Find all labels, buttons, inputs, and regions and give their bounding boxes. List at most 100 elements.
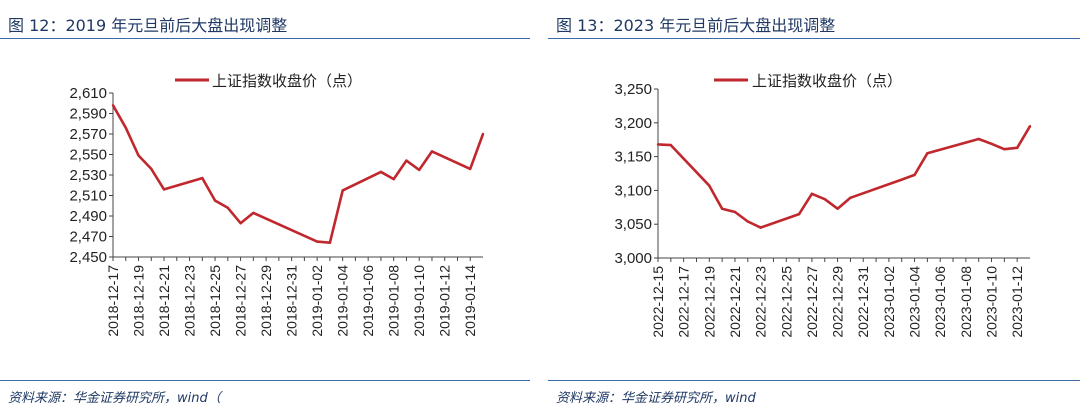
series-line [657, 125, 1032, 229]
x-tick-label: 2023-01-04 [907, 266, 923, 338]
x-tick-label: 2022-12-15 [650, 266, 666, 338]
x-tick-label: 2019-01-04 [335, 265, 351, 337]
source-divider [0, 380, 530, 381]
data-point [759, 226, 762, 229]
data-point [810, 192, 814, 195]
data-point [392, 177, 395, 181]
data-point [328, 241, 332, 244]
data-point [481, 132, 485, 136]
data-point [1028, 125, 1032, 128]
y-tick-label: 2,570 [69, 126, 107, 143]
data-point [379, 170, 383, 174]
data-point [733, 210, 737, 214]
data-point [926, 152, 929, 155]
source-note: 资料来源：华金证券研究所，wind（ [8, 391, 221, 406]
data-point [252, 211, 255, 215]
index-line-chart-2023: 上证指数收盘价（点） 3,000 3,050 3,100 3,150 3,200 3,250… [614, 72, 1032, 338]
index-line-chart-2019: 上证指数收盘价（点） 2,450 2,470 2,490 2,510 2,530 2,550… [69, 72, 485, 337]
y-tick-label: 2,530 [69, 167, 107, 184]
x-tick-label: 2022-12-23 [753, 266, 769, 338]
x-tick-label: 2022-12-19 [701, 266, 717, 338]
x-tick-label: 2023-01-06 [932, 266, 948, 338]
data-point [1016, 146, 1019, 149]
y-tick-label: 3,150 [614, 149, 652, 166]
data-point [137, 154, 140, 157]
series-line [111, 104, 485, 244]
x-tick-label: 2018-12-23 [182, 265, 198, 337]
data-point [900, 178, 903, 181]
y-tick-label: 2,510 [69, 188, 107, 205]
chart-panel-2023: 图 13：2023 年元旦前后大盘出现调整 上证指数收盘价（点） 3,000 3,0… [548, 0, 1080, 417]
x-tick-label: 2018-12-27 [233, 265, 249, 337]
figure-title: 图 13：2023 年元旦前后大盘出现调整 [556, 16, 836, 35]
data-point [341, 189, 344, 192]
data-point [430, 150, 434, 153]
x-tick-label: 2022-12-29 [830, 266, 846, 338]
x-tick-label: 2018-12-19 [131, 265, 147, 337]
y-tick-label: 2,610 [69, 85, 107, 102]
data-point [977, 137, 980, 141]
y-tick-label: 2,590 [69, 106, 107, 123]
data-point [656, 143, 660, 146]
x-tick-label: 2019-01-14 [462, 265, 478, 337]
x-tick-label: 2018-12-25 [207, 265, 223, 337]
data-point [720, 207, 724, 210]
data-point [150, 167, 153, 171]
x-tick-label: 2018-12-29 [258, 265, 274, 337]
y-tick-label: 3,000 [614, 250, 652, 267]
y-tick-label: 3,100 [614, 182, 652, 199]
data-point [746, 220, 749, 223]
data-point [405, 159, 408, 162]
x-tick-label: 2018-12-21 [156, 265, 172, 337]
y-tick-label: 3,050 [614, 216, 652, 233]
figure-title: 图 12：2019 年元旦前后大盘出现调整 [8, 16, 288, 35]
data-point [213, 199, 217, 202]
data-point [797, 212, 801, 216]
source-divider [548, 380, 1080, 381]
y-tick-label: 2,550 [69, 147, 107, 164]
x-tick-label: 2023-01-08 [958, 266, 974, 338]
x-tick-label: 2018-12-31 [284, 265, 300, 337]
x-tick-label: 2022-12-17 [676, 266, 692, 338]
x-tick-label: 2019-01-08 [386, 265, 402, 337]
x-tick-label: 2022-12-31 [855, 266, 871, 338]
data-point [418, 168, 421, 172]
data-point [1003, 148, 1006, 151]
data-point [669, 143, 672, 147]
x-tick-label: 2022-12-21 [727, 266, 743, 338]
x-tick-label: 2023-01-12 [1009, 266, 1025, 338]
x-tick-label: 2019-01-06 [360, 265, 376, 337]
source-note: 资料来源：华金证券研究所，wind [556, 391, 756, 406]
data-point [162, 188, 166, 191]
data-point [849, 196, 852, 199]
data-point [226, 206, 229, 209]
data-point [708, 184, 711, 187]
data-point [111, 104, 115, 107]
chart-panel-2019: 图 12：2019 年元旦前后大盘出现调整 上证指数收盘价（点） 2,450 2,4… [0, 0, 530, 417]
data-point [239, 222, 242, 225]
x-tick-label: 2023-01-10 [984, 266, 1000, 338]
y-tick-label: 2,450 [69, 249, 107, 266]
x-tick-label: 2019-01-10 [411, 265, 427, 337]
y-tick-label: 3,250 [614, 81, 652, 98]
title-divider [548, 38, 1080, 39]
x-tick-label: 2019-01-02 [309, 265, 325, 337]
x-tick-label: 2022-12-25 [778, 266, 794, 338]
legend-label: 上证指数收盘价（点） [212, 72, 362, 90]
data-point [990, 142, 993, 145]
x-tick-label: 2019-01-12 [437, 265, 453, 337]
title-divider [0, 38, 530, 39]
x-tick-label: 2023-01-02 [881, 266, 897, 338]
data-point [201, 176, 204, 180]
data-point [469, 167, 472, 171]
data-point [823, 198, 826, 201]
legend-label: 上证指数收盘价（点） [752, 72, 902, 90]
x-tick-label: 2022-12-27 [804, 266, 820, 338]
data-point [913, 173, 916, 177]
data-point [836, 207, 839, 210]
y-tick-label: 2,490 [69, 208, 107, 225]
x-tick-label: 2018-12-17 [105, 265, 121, 337]
y-tick-label: 2,470 [69, 229, 107, 246]
data-point [315, 240, 319, 243]
y-tick-label: 3,200 [614, 115, 652, 132]
